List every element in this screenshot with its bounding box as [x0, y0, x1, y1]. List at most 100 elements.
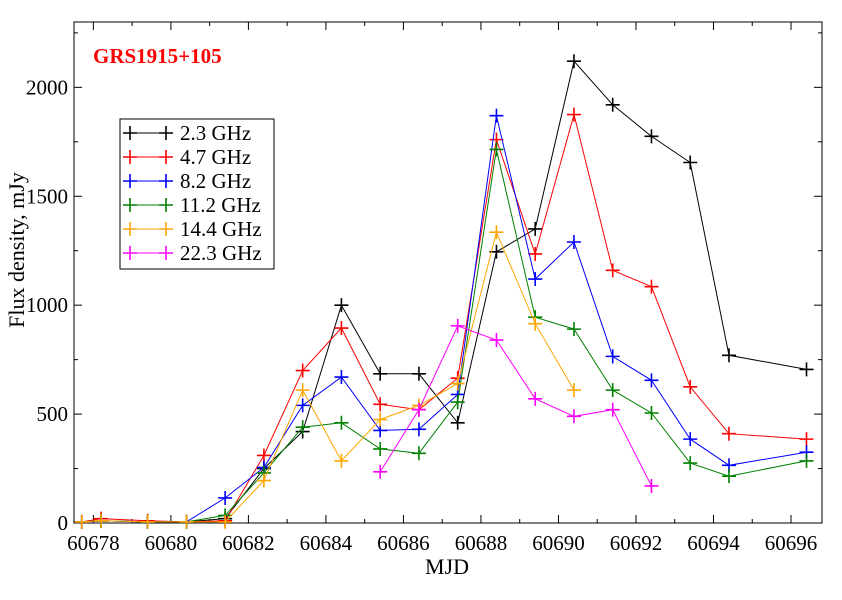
y-tick-label: 1000	[26, 293, 68, 317]
data-point-marker	[683, 379, 698, 394]
data-point-marker	[683, 456, 698, 471]
x-tick-label: 60684	[300, 531, 353, 555]
data-point-marker	[605, 383, 620, 398]
data-point-marker	[799, 453, 814, 468]
data-point-marker	[799, 432, 814, 447]
legend-marker	[159, 150, 173, 164]
x-tick-label: 60682	[222, 531, 275, 555]
y-tick-label: 0	[58, 511, 69, 535]
data-point-marker	[450, 318, 465, 333]
series-layer	[74, 54, 814, 529]
data-point-marker	[721, 426, 736, 441]
legend-marker	[123, 150, 137, 164]
x-tick-label: 60696	[765, 531, 818, 555]
data-point-marker	[411, 446, 426, 461]
x-tick-label: 60680	[145, 531, 198, 555]
data-point-marker	[721, 348, 736, 363]
data-point-marker	[566, 235, 581, 250]
data-point-marker	[450, 415, 465, 430]
legend-marker	[159, 126, 173, 140]
legend-marker	[123, 222, 137, 236]
data-point-marker	[334, 415, 349, 430]
data-point-marker	[373, 366, 388, 381]
data-point-marker	[566, 409, 581, 424]
legend-entry: 4.7 GHz	[123, 145, 251, 169]
legend-entry: 8.2 GHz	[123, 169, 251, 193]
data-point-marker	[373, 397, 388, 412]
data-point-marker	[179, 514, 194, 529]
data-point-marker	[644, 373, 659, 388]
data-point-marker	[566, 107, 581, 122]
data-point-marker	[334, 453, 349, 468]
series-4	[74, 225, 581, 529]
data-point-marker	[295, 420, 310, 435]
data-point-marker	[644, 129, 659, 144]
y-tick-label: 2000	[26, 75, 68, 99]
data-point-marker	[566, 322, 581, 337]
legend-entry: 14.4 GHz	[123, 217, 262, 241]
data-point-marker	[295, 363, 310, 378]
x-axis-label: MJD	[425, 554, 469, 579]
data-point-marker	[644, 478, 659, 493]
data-point-marker	[411, 366, 426, 381]
data-point-marker	[256, 473, 271, 488]
y-axis-label: Flux density, mJy	[4, 172, 29, 328]
legend-label: 2.3 GHz	[180, 121, 251, 145]
data-point-marker	[605, 263, 620, 278]
data-point-marker	[256, 448, 271, 463]
data-point-marker	[140, 514, 155, 529]
legend-marker	[123, 246, 137, 260]
data-point-marker	[489, 142, 504, 157]
data-point-marker	[334, 298, 349, 313]
legend-marker	[159, 198, 173, 212]
data-point-marker	[566, 54, 581, 69]
x-tick-label: 60694	[687, 531, 740, 555]
x-tick-label: 60688	[455, 531, 508, 555]
data-point-marker	[334, 321, 349, 336]
data-point-marker	[644, 405, 659, 420]
data-point-marker	[334, 370, 349, 385]
data-point-marker	[528, 221, 543, 236]
chart-title: GRS1915+105	[93, 44, 222, 68]
legend-label: 4.7 GHz	[180, 145, 251, 169]
data-point-marker	[528, 246, 543, 261]
data-point-marker	[74, 514, 89, 529]
data-point-marker	[489, 225, 504, 240]
legend-entry: 22.3 GHz	[123, 241, 262, 265]
x-tick-label: 60692	[610, 531, 663, 555]
data-point-marker	[566, 383, 581, 398]
legend-label: 11.2 GHz	[180, 193, 261, 217]
data-point-marker	[528, 316, 543, 331]
ticks-layer: 60678 60680 60682 60684 60686 60688 60690 60692…	[26, 22, 822, 555]
data-point-marker	[295, 398, 310, 413]
legend-marker	[123, 198, 137, 212]
data-point-marker	[605, 402, 620, 417]
legend-marker	[159, 246, 173, 260]
legend-marker	[159, 222, 173, 236]
x-tick-label: 60678	[67, 531, 120, 555]
x-tick-label: 60686	[377, 531, 430, 555]
y-tick-label: 500	[37, 402, 69, 426]
legend-entry: 2.3 GHz	[123, 121, 251, 145]
data-point-marker	[683, 432, 698, 447]
plot-frame	[73, 21, 823, 524]
legend-label: 14.4 GHz	[180, 217, 262, 241]
data-point-marker	[799, 362, 814, 377]
legend-label: 8.2 GHz	[180, 169, 251, 193]
data-point-marker	[489, 333, 504, 348]
x-tick-label: 60690	[532, 531, 585, 555]
legend-label: 22.3 GHz	[180, 241, 262, 265]
data-point-marker	[373, 464, 388, 479]
legend-marker	[123, 174, 137, 188]
legend-marker	[123, 126, 137, 140]
data-point-marker	[528, 272, 543, 287]
y-tick-label: 1500	[26, 184, 68, 208]
series-5	[373, 318, 659, 493]
series-line	[379, 325, 652, 487]
data-point-marker	[605, 97, 620, 112]
data-point-marker	[450, 395, 465, 410]
data-point-marker	[411, 422, 426, 437]
data-point-marker	[218, 514, 233, 529]
